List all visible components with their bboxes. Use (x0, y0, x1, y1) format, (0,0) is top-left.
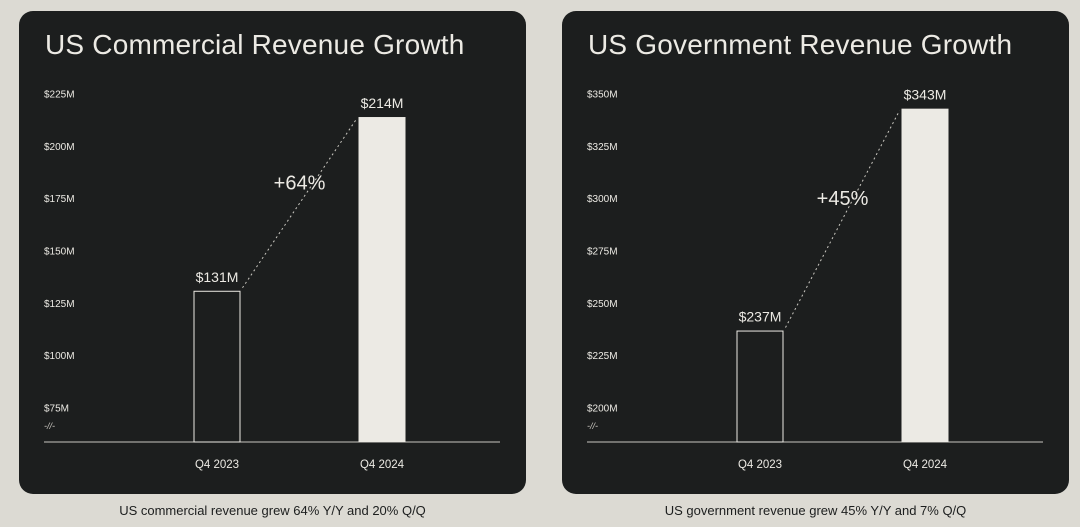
government-chart-panel: US Government Revenue Growth $200M $225M $… (562, 11, 1069, 494)
y-tick-label: $200M (44, 142, 75, 153)
bar-value-label: $214M (361, 95, 404, 111)
growth-percent-label: +45% (817, 188, 869, 210)
y-tick-label: $150M (44, 247, 75, 258)
y-tick-label: $225M (44, 90, 75, 101)
growth-connector-line (785, 110, 900, 328)
x-tick-label: Q4 2023 (195, 459, 239, 471)
chart-title: US Commercial Revenue Growth (45, 29, 465, 60)
y-tick-label: $125M (44, 299, 75, 310)
commercial-chart-caption: US commercial revenue grew 64% Y/Y and 2… (119, 503, 426, 518)
commercial-chart-panel: US Commercial Revenue Growth $75M $100M $1… (19, 11, 526, 494)
growth-connector-line (242, 118, 357, 289)
bar-value-label: $343M (904, 87, 947, 103)
axis-break-marker: -//- (587, 421, 598, 431)
y-tick-label: $350M (587, 90, 618, 101)
government-revenue-chart: $200M $225M $250M $275M $300M $325M $350M -//- $… (587, 87, 1043, 471)
y-tick-label: $250M (587, 299, 618, 310)
y-tick-label: $100M (44, 351, 75, 362)
y-tick-label: $75M (44, 404, 69, 415)
y-tick-label: $300M (587, 194, 618, 205)
growth-percent-label: +64% (274, 172, 326, 194)
axis-break-marker: -//- (44, 421, 55, 431)
y-tick-label: $325M (587, 142, 618, 153)
bar-value-label: $131M (196, 269, 239, 285)
chart-title: US Government Revenue Growth (588, 29, 1013, 60)
government-chart-caption: US government revenue grew 45% Y/Y and 7… (664, 503, 967, 518)
bar-q4-2023 (736, 330, 784, 443)
bar-q4-2024 (901, 108, 949, 443)
bar-q4-2023 (193, 290, 241, 443)
y-tick-label: $175M (44, 194, 75, 205)
y-tick-label: $200M (587, 404, 618, 415)
commercial-revenue-chart: $75M $100M $125M $150M $175M $200M $225M -//- $1… (44, 90, 500, 471)
y-tick-label: $225M (587, 351, 618, 362)
x-tick-label: Q4 2023 (738, 459, 782, 471)
x-tick-label: Q4 2024 (360, 459, 405, 471)
bar-value-label: $237M (739, 309, 782, 325)
x-tick-label: Q4 2024 (903, 459, 948, 471)
y-tick-label: $275M (587, 247, 618, 258)
bar-q4-2024 (358, 117, 406, 442)
